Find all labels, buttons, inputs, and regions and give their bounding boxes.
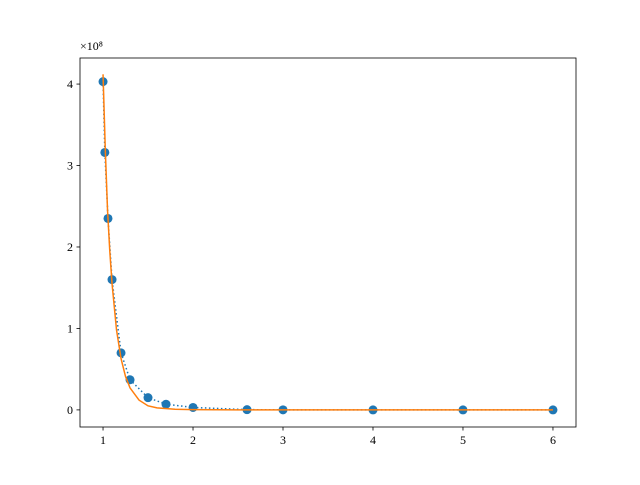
y-tick-label: 3 [67, 159, 73, 173]
scatter-point [188, 402, 198, 412]
y-offset-label: ×10⁸ [80, 39, 103, 53]
scatter-point [143, 393, 153, 403]
y-tick-label: 4 [67, 77, 73, 91]
plot-frame [79, 57, 577, 428]
y-tick-label: 0 [67, 403, 73, 417]
x-tick-label: 4 [370, 433, 376, 447]
y-tick-label: 1 [67, 321, 73, 335]
scatter-point [161, 399, 171, 409]
series-line [102, 74, 553, 411]
x-tick-label: 1 [100, 433, 106, 447]
x-tick-label: 2 [190, 433, 196, 447]
y-tick-label: 2 [67, 240, 73, 254]
x-tick-label: 3 [280, 433, 286, 447]
x-tick-label: 5 [460, 433, 466, 447]
x-tick-label: 6 [550, 433, 556, 447]
scatter-point [116, 348, 126, 358]
